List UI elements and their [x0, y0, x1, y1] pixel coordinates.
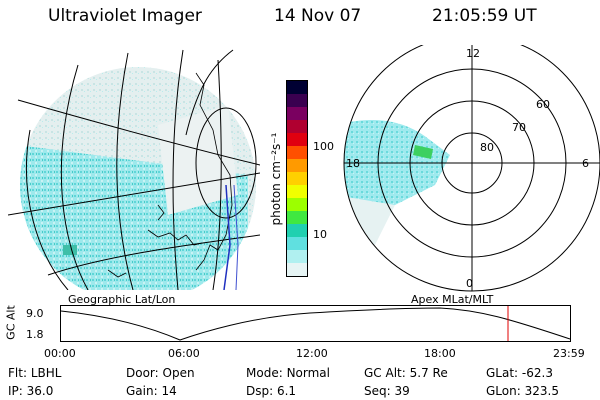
altitude-timeline [60, 305, 571, 342]
info-mode: Mode: Normal [246, 366, 330, 380]
timeline-xtick-2359: 23:59 [553, 347, 585, 360]
colorbar-cell [287, 81, 307, 94]
colorbar-cell [287, 263, 307, 276]
info-gain: Gain: 14 [126, 384, 177, 398]
colorbar-cell [287, 94, 307, 107]
info-dsp: Dsp: 6.1 [246, 384, 297, 398]
info-glat: GLat: -62.3 [486, 366, 553, 380]
mlt-label-12: 12 [466, 47, 480, 60]
colorbar-cell [287, 159, 307, 172]
info-ip: IP: 36.0 [8, 384, 54, 398]
colorbar-tick-10: 10 [313, 228, 327, 241]
colorbar-cell [287, 185, 307, 198]
lat-label-80: 80 [480, 141, 494, 154]
time-label: 21:05:59 UT [432, 6, 537, 26]
mlt-label-6: 6 [582, 157, 589, 170]
colorbar-cell [287, 172, 307, 185]
geographic-caption: Geographic Lat/Lon [68, 293, 176, 306]
info-door: Door: Open [126, 366, 195, 380]
info-flt: Flt: LBHL [8, 366, 62, 380]
timeline-xtick-0000: 00:00 [44, 347, 76, 360]
mlt-label-0: 0 [466, 277, 473, 290]
colorbar-tick-100: 100 [313, 140, 334, 153]
colorbar-cell [287, 224, 307, 237]
info-seq: Seq: 39 [364, 384, 410, 398]
instrument-title: Ultraviolet Imager [48, 6, 202, 26]
lat-label-70: 70 [512, 121, 526, 134]
geographic-image [8, 49, 260, 290]
mlt-label-18: 18 [346, 157, 360, 170]
colorbar-cell [287, 250, 307, 263]
timeline-xtick-1200: 12:00 [296, 347, 328, 360]
colorbar-cell [287, 133, 307, 146]
colorbar-unit-label: photon cm⁻²s⁻¹ [269, 132, 283, 226]
info-glon: GLon: 323.5 [486, 384, 559, 398]
colorbar-cell [287, 107, 307, 120]
polar-mlat-mlt-plot [343, 45, 600, 292]
apex-caption: Apex MLat/MLT [411, 293, 494, 306]
info-gc-alt: GC Alt: 5.7 Re [364, 366, 448, 380]
lat-label-60: 60 [536, 98, 550, 111]
date-label: 14 Nov 07 [274, 6, 362, 26]
colorbar-cell [287, 146, 307, 159]
timeline-ytick-high: 9.0 [26, 307, 44, 320]
colorbar-cell [287, 211, 307, 224]
colorbar [286, 80, 308, 277]
colorbar-cell [287, 237, 307, 250]
timeline-xtick-0600: 06:00 [168, 347, 200, 360]
timeline-ytick-low: 1.8 [26, 328, 44, 341]
colorbar-cell [287, 120, 307, 133]
timeline-xtick-1800: 18:00 [424, 347, 456, 360]
timeline-axis-label: GC Alt [4, 305, 18, 340]
colorbar-cell [287, 198, 307, 211]
